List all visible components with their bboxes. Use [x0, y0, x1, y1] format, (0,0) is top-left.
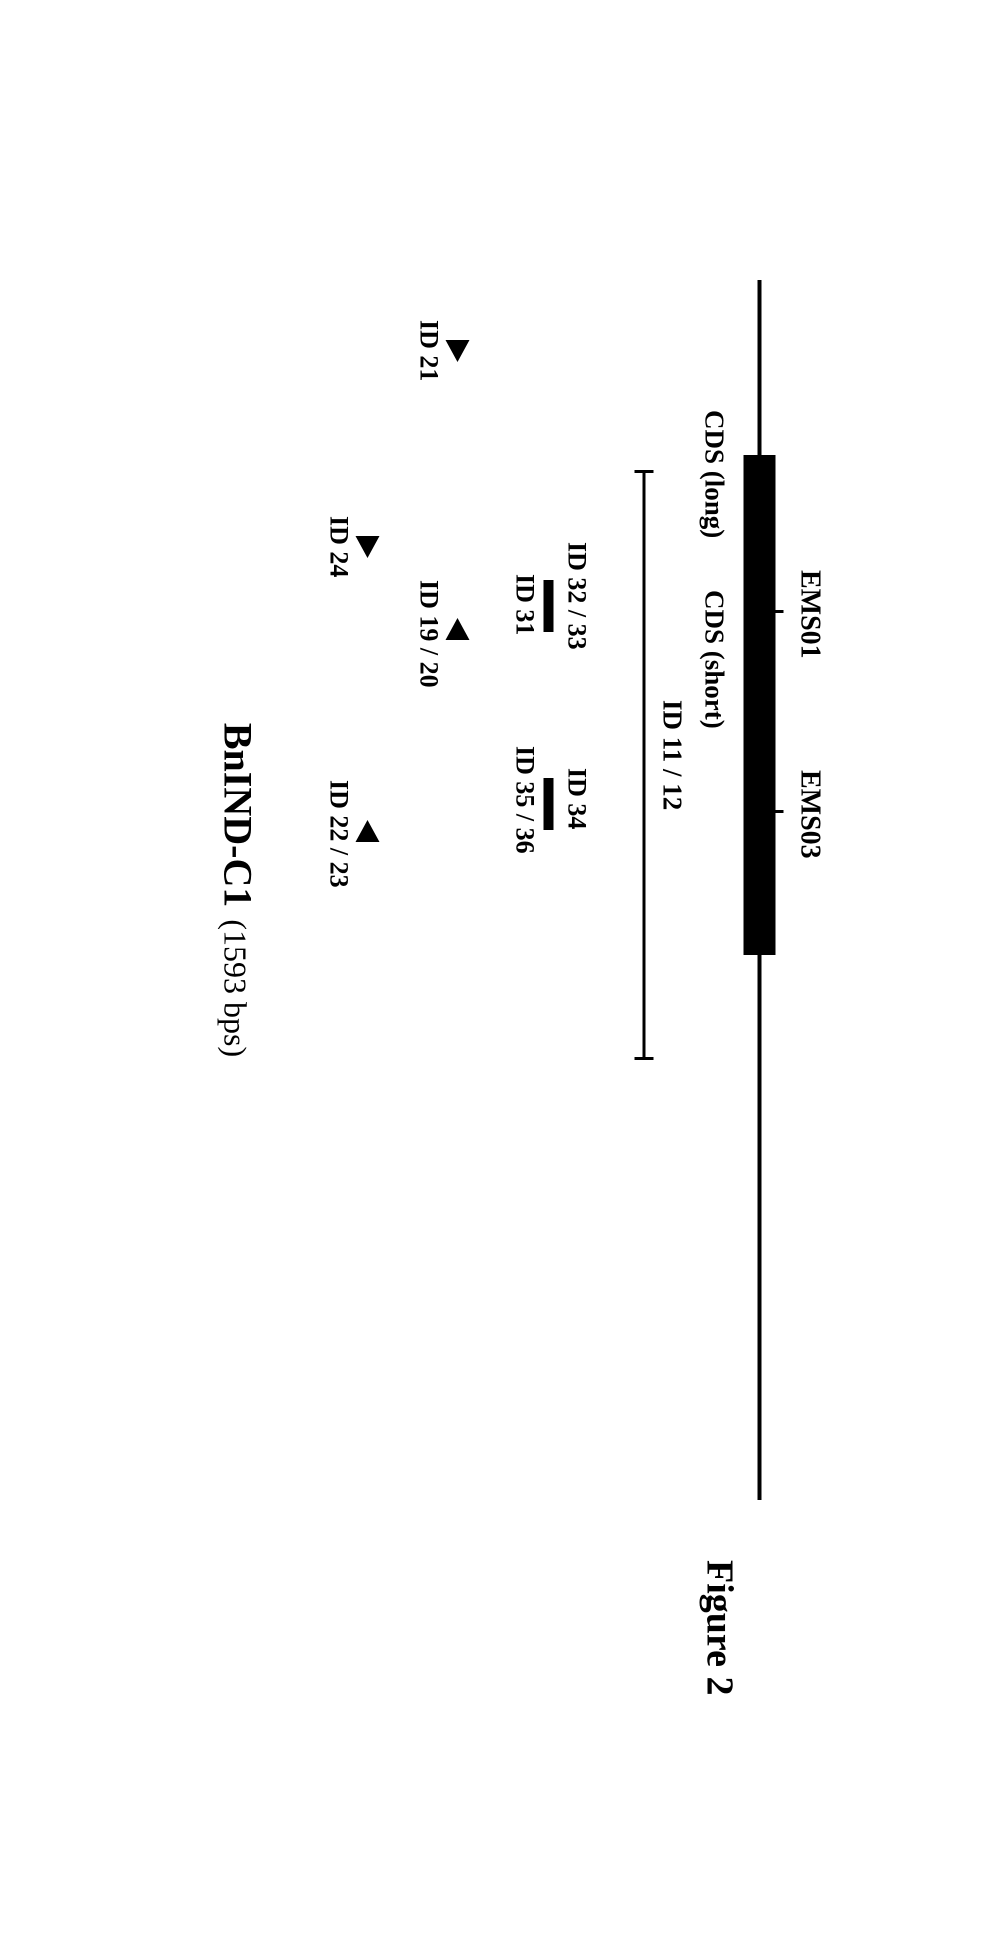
- probe2-top-label: ID 34: [561, 768, 591, 829]
- diagram-title-length-text: (1593 bps): [217, 919, 253, 1057]
- amplicon-tick-left: [634, 470, 653, 473]
- amplicon-tick-right: [634, 1057, 653, 1060]
- amplicon-line: [642, 470, 645, 1060]
- probe1-bar: [543, 580, 553, 632]
- probe2-bar: [543, 778, 553, 830]
- ems03-label: EMS03: [793, 770, 825, 859]
- cds-long-label: CDS (long): [698, 410, 729, 538]
- figure-label: Figure 2: [697, 1560, 741, 1695]
- rotated-stage: EMS01 EMS03 CDS (long) CDS (short) ID 11…: [0, 0, 981, 1956]
- cds-bar: [743, 455, 775, 955]
- ems01-tick: [771, 610, 783, 613]
- primer-id24-label: ID 24: [323, 516, 353, 577]
- primer-id21-label: ID 21: [413, 320, 443, 381]
- amplicon-label: ID 11 / 12: [656, 700, 687, 810]
- cds-short-label: CDS (short): [698, 590, 729, 729]
- diagram-title-row: BnIND-C1 (1593 bps): [214, 280, 261, 1500]
- probe2-bot-label: ID 35 / 36: [509, 746, 539, 854]
- ems01-label: EMS01: [793, 570, 825, 659]
- primer-id19-20-label: ID 19 / 20: [413, 580, 443, 688]
- primer-id22-23-triangle-icon: [355, 820, 379, 842]
- probe1-top-label: ID 32 / 33: [561, 542, 591, 650]
- ems03-tick: [771, 810, 783, 813]
- primer-id24-triangle-icon: [355, 536, 379, 558]
- gene-diagram: EMS01 EMS03 CDS (long) CDS (short) ID 11…: [141, 280, 841, 1680]
- probe1-bot-label: ID 31: [509, 574, 539, 635]
- primer-id22-23-label: ID 22 / 23: [323, 780, 353, 888]
- primer-id21-triangle-icon: [445, 340, 469, 362]
- primer-id19-20-triangle-icon: [445, 618, 469, 640]
- diagram-title: BnIND-C1: [215, 723, 260, 907]
